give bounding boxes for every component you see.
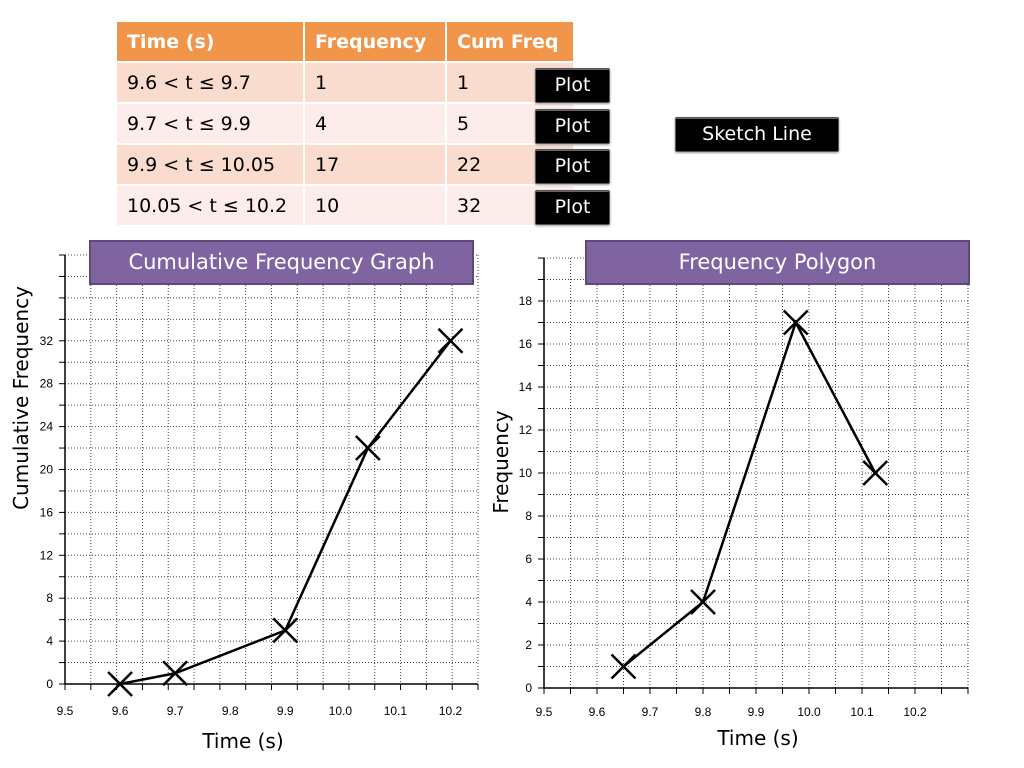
data-point-marker — [354, 435, 381, 461]
y-tick-label: 18 — [519, 294, 533, 308]
data-point-marker — [162, 660, 189, 687]
x-tick-label: 9.6 — [112, 704, 129, 718]
x-tick-label: 10.0 — [797, 705, 821, 719]
plot-button-row-2[interactable]: Plot — [535, 109, 610, 144]
y-tick-label: 28 — [40, 377, 54, 391]
y-tick-label: 14 — [519, 380, 533, 394]
x-tick-label: 9.5 — [536, 705, 553, 719]
data-point-marker — [782, 309, 809, 336]
frequency-cell: 1 — [304, 62, 447, 104]
data-point-marker — [862, 460, 889, 486]
x-tick-label: 9.7 — [167, 704, 184, 718]
time-interval-cell: 10.05 < t ≤ 10.2 — [117, 185, 305, 227]
y-tick-label: 0 — [46, 677, 53, 691]
plot-button-row-1[interactable]: Plot — [535, 68, 610, 103]
x-tick-label: 10.0 — [329, 704, 353, 718]
time-interval-cell: 9.6 < t ≤ 9.7 — [117, 62, 305, 104]
chart-0: 0 4 8 12 16 20 24 28 32 9.5 9.6 9.7 9.8 9.9 10.0 10.1 10… — [9, 254, 479, 753]
y-tick-label: 12 — [40, 548, 54, 562]
frequency-cell: 4 — [304, 103, 447, 145]
x-tick-label: 9.9 — [748, 705, 765, 719]
y-tick-label: 10 — [519, 466, 533, 480]
x-tick-label: 9.8 — [695, 705, 712, 719]
y-tick-label: 8 — [525, 509, 532, 523]
x-tick-label: 9.8 — [222, 704, 239, 718]
marker-stroke — [107, 671, 133, 697]
y-tick-label: 20 — [40, 463, 54, 477]
y-tick-label: 32 — [40, 334, 54, 348]
y-tick-label: 12 — [519, 423, 533, 437]
data-point-marker — [272, 617, 299, 644]
marker-stroke — [610, 653, 637, 680]
marker-stroke — [782, 309, 809, 336]
marker-stroke — [272, 617, 299, 644]
x-axis-label: Time (s) — [716, 726, 798, 750]
x-tick-label: 10.1 — [850, 705, 874, 719]
data-point-marker — [437, 327, 464, 354]
time-interval-cell: 9.7 < t ≤ 9.9 — [117, 103, 305, 145]
x-tick-label: 10.1 — [384, 704, 408, 718]
y-tick-label: 6 — [525, 552, 532, 566]
marker-stroke — [690, 589, 716, 615]
data-point-marker — [107, 671, 133, 697]
y-axis-label: Cumulative Frequency — [9, 286, 33, 510]
x-tick-label: 9.7 — [642, 705, 659, 719]
marker-stroke — [862, 460, 889, 486]
header-time: Time (s) — [117, 22, 305, 63]
x-tick-label: 10.2 — [903, 705, 927, 719]
y-axis-label: Frequency — [489, 410, 513, 513]
y-tick-label: 24 — [40, 420, 54, 434]
x-tick-label: 9.5 — [57, 704, 74, 718]
x-tick-label: 10.2 — [439, 704, 463, 718]
x-tick-label: 9.6 — [589, 705, 606, 719]
marker-stroke — [437, 327, 464, 354]
marker-stroke — [354, 435, 381, 461]
cumulative-frequency-title: Cumulative Frequency Graph — [89, 240, 474, 285]
series-line — [119, 340, 452, 686]
x-tick-label: 9.9 — [277, 704, 294, 718]
plot-button-row-3[interactable]: Plot — [535, 149, 610, 184]
chart-1: 0 2 4 6 8 10 12 14 16 18 9.5 9.6 9.7 9.8 9.9 10.0 10.1 10… — [489, 257, 969, 750]
plot-button-row-4[interactable]: Plot — [535, 190, 610, 225]
header-cum-freq: Cum Freq — [446, 22, 575, 63]
x-axis-label: Time (s) — [201, 729, 283, 753]
series-line — [622, 319, 877, 668]
header-frequency: Frequency — [304, 22, 447, 63]
data-point-marker — [690, 589, 716, 615]
y-tick-label: 8 — [46, 591, 53, 605]
table-row: 9.6 < t ≤ 9.7 1 1 — [117, 62, 575, 104]
y-tick-label: 4 — [46, 634, 53, 648]
frequency-cell: 10 — [304, 185, 447, 227]
sketch-line-button[interactable]: Sketch Line — [675, 117, 839, 152]
data-point-marker — [610, 653, 637, 680]
y-tick-label: 2 — [525, 638, 532, 652]
y-tick-label: 4 — [525, 595, 532, 609]
marker-stroke — [162, 660, 189, 687]
frequency-cell: 17 — [304, 144, 447, 186]
frequency-polygon-title: Frequency Polygon — [585, 240, 970, 285]
y-tick-label: 0 — [525, 681, 532, 695]
table-header-row: Time (s) Frequency Cum Freq — [117, 22, 575, 63]
y-tick-label: 16 — [519, 337, 533, 351]
time-interval-cell: 9.9 < t ≤ 10.05 — [117, 144, 305, 186]
y-tick-label: 16 — [40, 505, 54, 519]
